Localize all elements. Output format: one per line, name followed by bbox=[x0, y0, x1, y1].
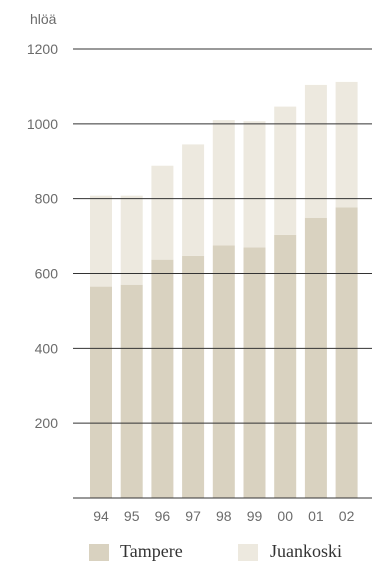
bar-segment-tampere bbox=[151, 259, 174, 498]
bar-segment-tampere bbox=[90, 286, 112, 498]
y-tick-label: 200 bbox=[35, 415, 59, 431]
y-tick-label: 600 bbox=[35, 266, 59, 282]
legend-swatch bbox=[89, 544, 109, 561]
bar-segment-tampere bbox=[335, 207, 358, 498]
unit-label: hlöä bbox=[30, 11, 57, 27]
legend-label: Juankoski bbox=[270, 541, 342, 561]
x-tick-label: 99 bbox=[247, 508, 263, 524]
bar-segment-tampere bbox=[212, 245, 235, 498]
bar-segment-juankoski bbox=[151, 165, 174, 260]
x-tick-label: 02 bbox=[339, 508, 355, 524]
legend-swatch bbox=[238, 544, 258, 561]
gridlines bbox=[73, 48, 372, 424]
bar-segment-tampere bbox=[304, 217, 327, 499]
x-tick-label: 95 bbox=[124, 508, 140, 524]
x-tick-label: 00 bbox=[277, 508, 293, 524]
x-tick-label: 96 bbox=[155, 508, 171, 524]
y-tick-label: 1000 bbox=[27, 116, 58, 132]
bar-segment-juankoski bbox=[335, 81, 358, 208]
bar-segment-tampere bbox=[243, 247, 266, 498]
x-tick-label: 01 bbox=[308, 508, 324, 524]
legend: Tampere Juankoski bbox=[89, 541, 342, 561]
bar-segment-juankoski bbox=[212, 120, 235, 246]
bar-segment-tampere bbox=[120, 284, 143, 498]
bar-segment-juankoski bbox=[182, 144, 205, 256]
legend-label: Tampere bbox=[120, 541, 183, 561]
bars bbox=[90, 81, 358, 499]
bar-segment-tampere bbox=[274, 234, 297, 499]
bar-segment-juankoski bbox=[243, 121, 266, 248]
y-axis-ticks: 200 400 600 800 1000 1200 bbox=[27, 41, 58, 431]
y-tick-label: 1200 bbox=[27, 41, 58, 57]
y-tick-label: 800 bbox=[35, 191, 59, 207]
x-tick-label: 97 bbox=[185, 508, 201, 524]
y-tick-label: 400 bbox=[35, 340, 59, 356]
x-axis-ticks: 94 95 96 97 98 99 00 01 02 bbox=[93, 508, 354, 524]
bar-segment-juankoski bbox=[90, 195, 112, 287]
bar-segment-tampere bbox=[182, 255, 205, 498]
bar-segment-juankoski bbox=[304, 84, 327, 218]
x-tick-label: 98 bbox=[216, 508, 232, 524]
bar-segment-juankoski bbox=[274, 106, 297, 235]
x-tick-label: 94 bbox=[93, 508, 109, 524]
bar-segment-juankoski bbox=[120, 195, 143, 285]
